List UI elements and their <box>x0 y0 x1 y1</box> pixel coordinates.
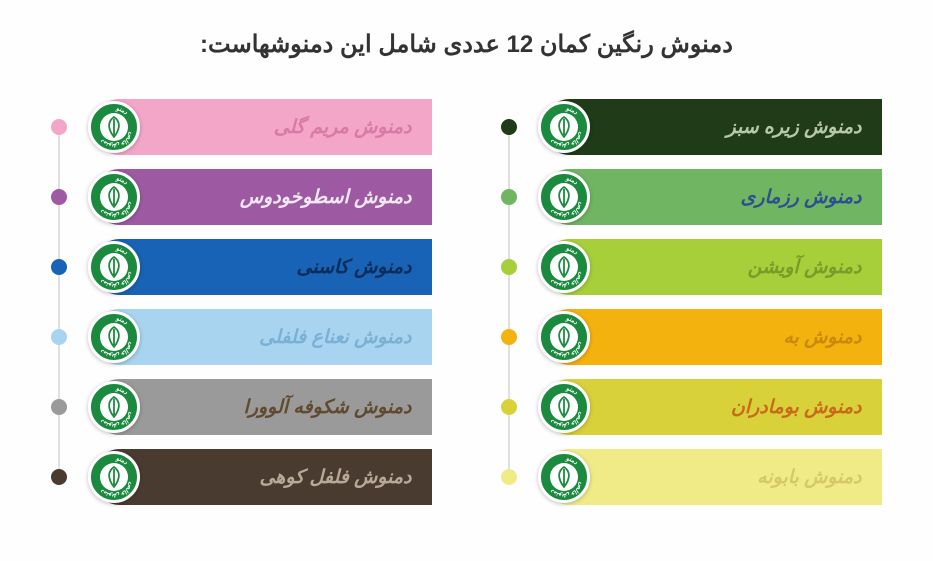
columns-container: دمنوش زیره سبز دمنوش خالص دمنوش خالص دمن… <box>0 79 933 505</box>
pill: دمنوش کاسنی دمنوش خالص دمنوش خالص <box>92 239 432 295</box>
pill: دمنوش نعناع فلفلی دمنوش خالص دمنوش خالص <box>92 309 432 365</box>
pill-label: دمنوش بومادران <box>731 396 862 419</box>
timeline-dot <box>51 399 67 415</box>
timeline-dot <box>501 119 517 135</box>
pill: دمنوش به دمنوش خالص دمنوش خالص <box>542 309 882 365</box>
leaf-badge-icon: دمنوش خالص دمنوش خالص <box>88 311 140 363</box>
pill-label: دمنوش آویشن <box>748 256 862 279</box>
pill: دمنوش رزماری دمنوش خالص دمنوش خالص <box>542 169 882 225</box>
page-title: دمنوش رنگین کمان 12 عددی شامل این دمنوشه… <box>0 0 933 79</box>
timeline-dot <box>51 119 67 135</box>
timeline-dot <box>51 189 67 205</box>
list-item: دمنوش آویشن دمنوش خالص دمنوش خالص <box>502 239 882 295</box>
leaf-badge-icon: دمنوش خالص دمنوش خالص <box>538 451 590 503</box>
list-item: دمنوش رزماری دمنوش خالص دمنوش خالص <box>502 169 882 225</box>
list-item: دمنوش فلفل کوهی دمنوش خالص دمنوش خالص <box>52 449 432 505</box>
leaf-badge-icon: دمنوش خالص دمنوش خالص <box>88 241 140 293</box>
leaf-badge-icon: دمنوش خالص دمنوش خالص <box>88 451 140 503</box>
pill: دمنوش آویشن دمنوش خالص دمنوش خالص <box>542 239 882 295</box>
pill-label: دمنوش اسطوخودوس <box>240 186 412 209</box>
leaf-badge-icon: دمنوش خالص دمنوش خالص <box>538 241 590 293</box>
timeline-dot <box>501 399 517 415</box>
pill-label: دمنوش نعناع فلفلی <box>259 326 411 349</box>
leaf-badge-icon: دمنوش خالص دمنوش خالص <box>538 311 590 363</box>
list-item: دمنوش بابونه دمنوش خالص دمنوش خالص <box>502 449 882 505</box>
list-item: دمنوش بومادران دمنوش خالص دمنوش خالص <box>502 379 882 435</box>
leaf-badge-icon: دمنوش خالص دمنوش خالص <box>538 171 590 223</box>
timeline-dot <box>51 259 67 275</box>
list-item: دمنوش نعناع فلفلی دمنوش خالص دمنوش خالص <box>52 309 432 365</box>
leaf-badge-icon: دمنوش خالص دمنوش خالص <box>88 101 140 153</box>
column-left: دمنوش زیره سبز دمنوش خالص دمنوش خالص دمن… <box>502 99 882 505</box>
leaf-badge-icon: دمنوش خالص دمنوش خالص <box>88 171 140 223</box>
list-item: دمنوش به دمنوش خالص دمنوش خالص <box>502 309 882 365</box>
pill-label: دمنوش فلفل کوهی <box>259 466 411 489</box>
pill: دمنوش زیره سبز دمنوش خالص دمنوش خالص <box>542 99 882 155</box>
pill-label: دمنوش کاسنی <box>297 256 412 279</box>
pill-label: دمنوش مریم گلی <box>274 116 412 139</box>
pill: دمنوش بومادران دمنوش خالص دمنوش خالص <box>542 379 882 435</box>
list-item: دمنوش کاسنی دمنوش خالص دمنوش خالص <box>52 239 432 295</box>
pill-label: دمنوش شکوفه آلوورا <box>244 396 412 419</box>
timeline-dot <box>501 469 517 485</box>
leaf-badge-icon: دمنوش خالص دمنوش خالص <box>538 381 590 433</box>
timeline-dot <box>51 329 67 345</box>
list-item: دمنوش اسطوخودوس دمنوش خالص دمنوش خالص <box>52 169 432 225</box>
pill: دمنوش مریم گلی دمنوش خالص دمنوش خالص <box>92 99 432 155</box>
leaf-badge-icon: دمنوش خالص دمنوش خالص <box>538 101 590 153</box>
pill: دمنوش اسطوخودوس دمنوش خالص دمنوش خالص <box>92 169 432 225</box>
pill-label: دمنوش بابونه <box>757 466 861 489</box>
list-item: دمنوش زیره سبز دمنوش خالص دمنوش خالص <box>502 99 882 155</box>
pill: دمنوش بابونه دمنوش خالص دمنوش خالص <box>542 449 882 505</box>
list-item: دمنوش مریم گلی دمنوش خالص دمنوش خالص <box>52 99 432 155</box>
pill: دمنوش شکوفه آلوورا دمنوش خالص دمنوش خالص <box>92 379 432 435</box>
timeline-dot <box>501 259 517 275</box>
column-right: دمنوش مریم گلی دمنوش خالص دمنوش خالص دمن… <box>52 99 432 505</box>
timeline-dot <box>501 189 517 205</box>
timeline-dot <box>501 329 517 345</box>
pill-label: دمنوش رزماری <box>740 186 861 209</box>
pill: دمنوش فلفل کوهی دمنوش خالص دمنوش خالص <box>92 449 432 505</box>
pill-label: دمنوش زیره سبز <box>727 116 862 139</box>
timeline-dot <box>51 469 67 485</box>
list-item: دمنوش شکوفه آلوورا دمنوش خالص دمنوش خالص <box>52 379 432 435</box>
leaf-badge-icon: دمنوش خالص دمنوش خالص <box>88 381 140 433</box>
pill-label: دمنوش به <box>783 326 861 349</box>
